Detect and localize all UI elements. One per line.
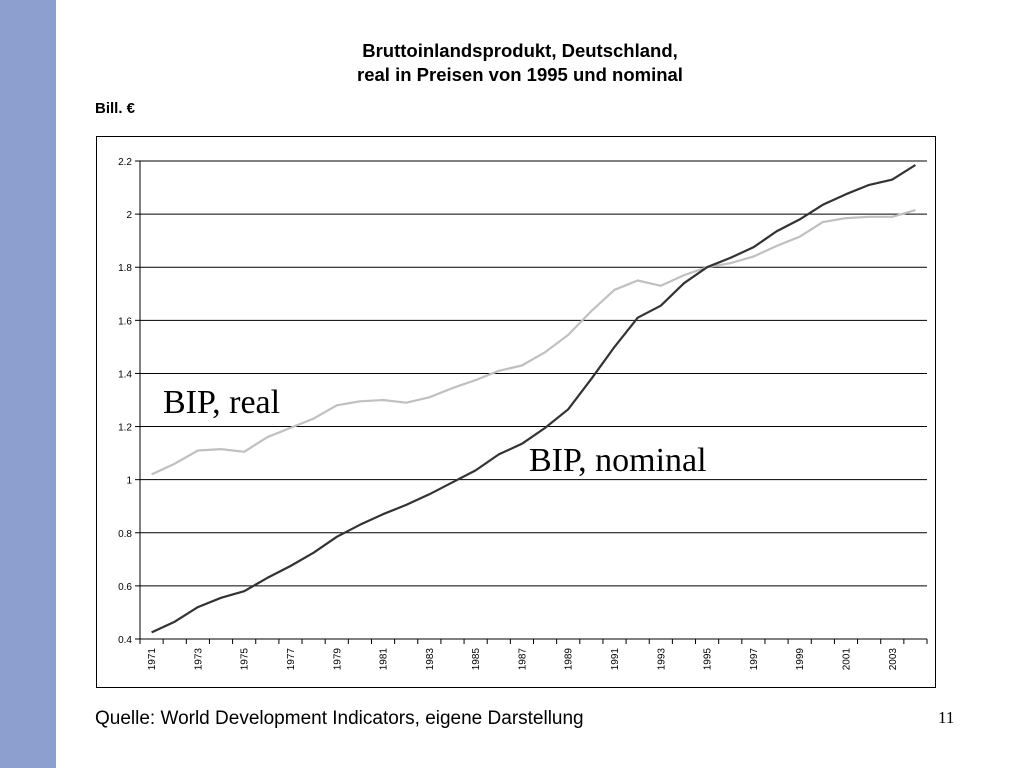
chart-title-line2: real in Preisen von 1995 und nominal bbox=[357, 64, 683, 85]
x-tick-label: 1997 bbox=[749, 648, 760, 671]
x-tick-label: 1993 bbox=[656, 648, 667, 671]
page-number: 11 bbox=[938, 708, 955, 727]
x-tick-label: 1999 bbox=[795, 648, 806, 671]
x-tick-label: 1987 bbox=[517, 648, 528, 671]
y-tick-label: 0.8 bbox=[118, 529, 132, 540]
source-note: Quelle: World Development Indicators, ei… bbox=[95, 708, 584, 729]
series-line-nominal bbox=[151, 164, 916, 634]
y-tick-label: 1.2 bbox=[118, 423, 132, 434]
series-label-nominal: BIP, nominal bbox=[529, 442, 707, 479]
x-tick-label: 1971 bbox=[147, 648, 158, 671]
x-tick-label: 1983 bbox=[425, 648, 436, 671]
y-axis-unit-label: Bill. € bbox=[95, 100, 136, 117]
chart-title: Bruttoinlandsprodukt, Deutschland, real … bbox=[220, 39, 820, 87]
slide-accent-bar bbox=[0, 0, 56, 768]
series-label-real: BIP, real bbox=[163, 384, 280, 421]
y-tick-label: 2 bbox=[126, 210, 132, 221]
y-tick-label: 1.8 bbox=[118, 263, 132, 274]
y-tick-label: 0.6 bbox=[118, 582, 132, 593]
x-tick-label: 2001 bbox=[841, 648, 852, 671]
y-tick-label: 1 bbox=[126, 476, 132, 487]
y-tick-label: 1.6 bbox=[118, 316, 132, 327]
x-tick-label: 1975 bbox=[240, 648, 251, 671]
x-tick-label: 1977 bbox=[286, 648, 297, 671]
x-tick-label: 1995 bbox=[703, 648, 714, 671]
x-tick-label: 1989 bbox=[564, 648, 575, 671]
x-tick-label: 2003 bbox=[888, 648, 899, 671]
x-tick-label: 1973 bbox=[193, 648, 204, 671]
x-tick-label: 1991 bbox=[610, 648, 621, 671]
y-tick-label: 2.2 bbox=[118, 157, 132, 168]
x-tick-label: 1981 bbox=[379, 648, 390, 671]
series-line-real bbox=[151, 209, 916, 476]
chart-frame: 0.4 0.6 0.8 1 1.2 1.4 1.6 1.8 2 2.2 1971 1973 1975 19… bbox=[96, 136, 936, 688]
y-tick-label: 0.4 bbox=[118, 635, 132, 646]
x-tick-label: 1985 bbox=[471, 648, 482, 671]
chart-title-line1: Bruttoinlandsprodukt, Deutschland, bbox=[362, 40, 678, 61]
x-tick-label: 1979 bbox=[332, 648, 343, 671]
y-tick-label: 1.4 bbox=[118, 369, 132, 380]
line-chart: 0.4 0.6 0.8 1 1.2 1.4 1.6 1.8 2 2.2 1971 1973 1975 19… bbox=[118, 157, 928, 671]
